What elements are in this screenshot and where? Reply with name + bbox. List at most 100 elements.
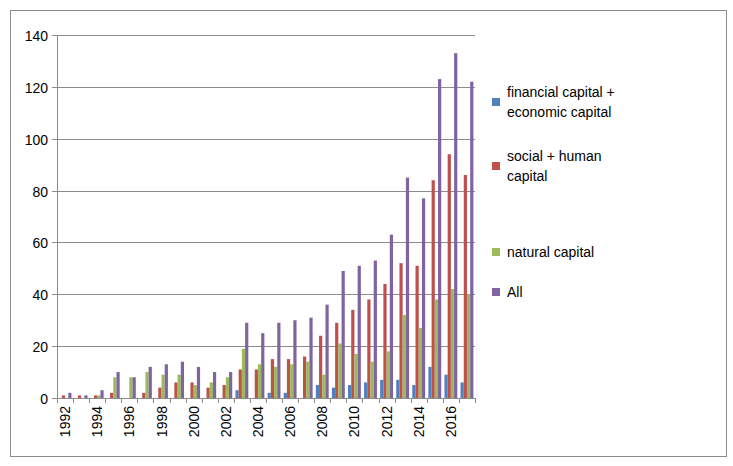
grid-line (57, 346, 475, 347)
bar (149, 367, 152, 398)
x-tick-label: 2016 (443, 406, 459, 437)
bar (444, 375, 447, 398)
y-tick (52, 398, 57, 399)
bar (367, 299, 370, 398)
bar (252, 398, 255, 399)
bar (258, 364, 261, 398)
bar (387, 351, 390, 398)
bar (261, 333, 264, 398)
x-tick-label: 2002 (218, 406, 234, 437)
legend-label: social + humancapital (507, 148, 602, 184)
x-tick (459, 398, 460, 403)
grid-line (57, 191, 475, 192)
x-tick (282, 398, 283, 403)
bar (110, 393, 113, 398)
bar (59, 398, 62, 399)
x-tick (346, 398, 347, 403)
bar (194, 385, 197, 398)
x-tick-label: 2006 (282, 406, 298, 437)
x-tick-label: 2000 (186, 406, 202, 437)
bar (419, 328, 422, 398)
bar (245, 323, 248, 398)
x-tick (202, 398, 203, 403)
bar (406, 178, 409, 398)
legend-line: capital (507, 168, 547, 184)
y-tick (52, 35, 57, 36)
bar (342, 271, 345, 398)
bar (374, 261, 377, 398)
bar (65, 398, 68, 399)
bar (113, 377, 116, 398)
x-tick (266, 398, 267, 403)
bar (322, 375, 325, 398)
grid-line (57, 294, 475, 295)
x-tick (186, 398, 187, 403)
bar (210, 382, 213, 398)
bar (133, 377, 136, 398)
bar (165, 364, 168, 398)
bar (239, 369, 242, 398)
bar (139, 398, 142, 399)
bar (396, 380, 399, 398)
bar (171, 398, 174, 399)
bar (435, 299, 438, 398)
legend-line: All (507, 284, 523, 300)
legend-label: All (507, 284, 523, 300)
bar (219, 398, 222, 399)
bar (271, 359, 274, 398)
x-tick (330, 398, 331, 403)
bar (62, 395, 65, 398)
bar (338, 344, 341, 398)
bar (178, 375, 181, 398)
bar (335, 323, 338, 398)
x-tick-label: 2008 (314, 406, 330, 437)
y-axis (57, 35, 58, 398)
x-tick-label: 1994 (89, 406, 105, 437)
bar (383, 284, 386, 398)
bar (325, 305, 328, 398)
y-tick (52, 139, 57, 140)
x-tick-label: 1992 (57, 406, 73, 437)
legend-label: financial capital +economic capital (507, 84, 615, 120)
bar (454, 53, 457, 398)
x-tick (73, 398, 74, 403)
bar (358, 266, 361, 398)
bar (223, 385, 226, 398)
y-tick-label: 40 (32, 287, 48, 303)
chart-svg: 0204060801001201401992199419961998200020… (0, 0, 733, 466)
bar (412, 385, 415, 398)
x-tick-label: 1998 (154, 406, 170, 437)
bar (428, 367, 431, 398)
x-tick (427, 398, 428, 403)
legend-label: natural capital (507, 244, 594, 260)
bar (451, 289, 454, 398)
x-tick (395, 398, 396, 403)
chart-border (11, 11, 727, 457)
x-tick-label: 1996 (121, 406, 137, 437)
y-tick-label: 80 (32, 184, 48, 200)
bar (142, 393, 145, 398)
bar (461, 382, 464, 398)
bar (129, 377, 132, 398)
x-tick (314, 398, 315, 403)
grid-line (57, 242, 475, 243)
y-tick-label: 20 (32, 339, 48, 355)
bar (380, 380, 383, 398)
bar (403, 315, 406, 398)
legend-swatch (492, 162, 500, 170)
x-tick-label: 2012 (379, 406, 395, 437)
y-tick-label: 60 (32, 235, 48, 251)
bar (190, 382, 193, 398)
bar (371, 362, 374, 398)
bar (268, 393, 271, 398)
bar (293, 320, 296, 398)
legend-swatch (492, 248, 500, 256)
y-tick-label: 0 (40, 391, 48, 407)
bar (181, 362, 184, 398)
x-tick (57, 398, 58, 403)
legend-swatch (492, 288, 500, 296)
y-tick (52, 294, 57, 295)
bar (287, 359, 290, 398)
bar (416, 266, 419, 398)
bar (464, 175, 467, 398)
